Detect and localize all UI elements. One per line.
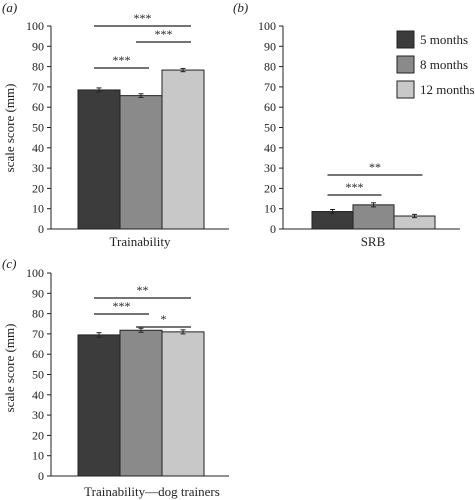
- significance-label: **: [137, 283, 149, 297]
- y-tick-label: 70: [264, 80, 276, 94]
- y-tick-label: 80: [264, 60, 276, 74]
- bar: [352, 204, 395, 230]
- x-axis-label: Trainability—dog trainers: [84, 484, 220, 499]
- y-tick-label: 70: [32, 80, 44, 94]
- y-tick-label: 100: [258, 19, 276, 33]
- y-tick-label: 20: [32, 181, 44, 195]
- legend-swatch: [396, 80, 415, 99]
- panel-label: (a): [2, 0, 17, 15]
- y-tick-label: 30: [32, 408, 44, 422]
- panel-a: (a) scale score (mm) Trainability 0 10 20 3…: [2, 0, 229, 249]
- y-tick-label: 90: [32, 39, 44, 53]
- y-tick-label: 40: [32, 388, 44, 402]
- legend-item: 12 months: [396, 80, 475, 99]
- y-tick-label: 30: [32, 161, 44, 175]
- legend-label: 8 months: [420, 57, 468, 72]
- panel-label: (b): [233, 0, 248, 15]
- y-tick-label: 10: [264, 202, 276, 216]
- y-tick-label: 50: [264, 121, 276, 135]
- significance-label: ***: [346, 180, 364, 194]
- legend-label: 5 months: [420, 32, 468, 47]
- y-tick-label: 60: [32, 347, 44, 361]
- y-tick-label: 90: [264, 39, 276, 53]
- legend-swatch: [396, 55, 415, 74]
- y-tick-label: 100: [26, 266, 44, 280]
- bar: [77, 89, 121, 230]
- bar: [119, 95, 163, 230]
- y-tick-label: 20: [32, 428, 44, 442]
- y-tick-label: 60: [264, 100, 276, 114]
- x-axis-label: SRB: [361, 234, 386, 249]
- y-tick-label: 0: [38, 222, 44, 236]
- significance-label: *: [161, 312, 167, 326]
- y-tick-label: 80: [32, 60, 44, 74]
- y-tick-label: 10: [32, 202, 44, 216]
- significance-label: **: [369, 160, 381, 174]
- y-tick-label: 90: [32, 286, 44, 300]
- bar: [119, 329, 163, 477]
- bar: [161, 331, 205, 477]
- significance-label: ***: [113, 53, 131, 67]
- y-tick-label: 40: [264, 141, 276, 155]
- y-tick-label: 20: [264, 181, 276, 195]
- y-tick-label: 0: [38, 469, 44, 483]
- bar: [77, 334, 121, 477]
- y-axis-label: scale score (mm): [2, 324, 17, 413]
- legend: 5 months 8 months 12 months: [396, 30, 475, 99]
- legend-swatch: [396, 30, 415, 49]
- legend-label: 12 months: [420, 82, 475, 97]
- bar: [161, 69, 205, 230]
- y-tick-label: 70: [32, 327, 44, 341]
- y-axis-label: scale score (mm): [2, 84, 17, 173]
- legend-item: 8 months: [396, 55, 468, 74]
- y-tick-label: 50: [32, 121, 44, 135]
- panel-label: (c): [2, 256, 16, 271]
- y-tick-label: 60: [32, 100, 44, 114]
- significance-label: ***: [134, 11, 152, 25]
- significance-label: ***: [155, 27, 173, 41]
- y-tick-label: 30: [264, 161, 276, 175]
- y-tick-label: 0: [270, 222, 276, 236]
- significance-label: ***: [113, 299, 131, 313]
- y-tick-label: 50: [32, 368, 44, 382]
- legend-item: 5 months: [396, 30, 468, 49]
- panel-c: (c) scale score (mm) Trainability—dog tr…: [2, 256, 229, 499]
- x-axis-label: Trainability: [110, 234, 171, 249]
- y-tick-label: 40: [32, 141, 44, 155]
- y-tick-label: 10: [32, 449, 44, 463]
- y-tick-label: 80: [32, 307, 44, 321]
- y-tick-label: 100: [26, 19, 44, 33]
- bar: [311, 211, 354, 230]
